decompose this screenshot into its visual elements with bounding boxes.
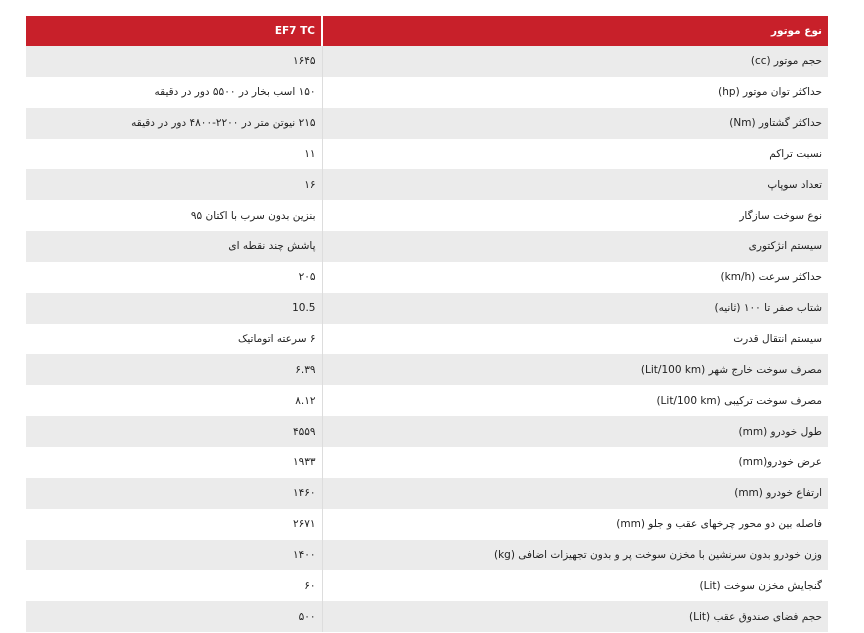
spec-label: حجم موتور (cc) <box>321 46 828 77</box>
spec-value: ۴۵۵۹ <box>26 416 322 447</box>
spec-label: تعداد سوپاپ <box>321 169 828 201</box>
table-row: طول خودرو (mm) ۴۵۵۹ <box>26 416 828 447</box>
spec-value: ۱۴۰۰ <box>26 539 322 571</box>
spec-value: ۱۶۴۵ <box>26 46 322 77</box>
spec-label: نسبت تراکم <box>321 138 828 170</box>
spec-value: ۱۱ <box>26 138 322 170</box>
spec-label: حداکثر گشتاور (Nm) <box>321 107 828 139</box>
table-row: مصرف سوخت ترکیبی (Lit/100 km) ۸.۱۲ <box>26 385 828 417</box>
spec-value: ۲۱۵ نیوتن متر در ۲۲۰۰-۴۸۰۰ دور در دقیقه <box>26 107 322 139</box>
table-row: حجم فضای صندوق عقب (Lit) ۵۰۰ <box>26 601 828 633</box>
table-row: نسبت تراکم ۱۱ <box>26 138 828 170</box>
table-row: شتاب صفر تا ۱۰۰ (ثانیه) 10.5 <box>26 292 828 324</box>
specs-table: نوع موتور EF7 TC حجم موتور (cc) ۱۶۴۵ حداکث… <box>26 16 828 633</box>
spec-label: سیستم انتقال قدرت <box>321 323 828 355</box>
header-value: EF7 TC <box>26 16 322 46</box>
spec-value: ۲۶۷۱ <box>26 508 322 540</box>
spec-value: ۶۰ <box>26 570 322 602</box>
table-row: حداکثر سرعت (km/h) ۲۰۵ <box>26 261 828 293</box>
spec-value: ۶.۳۹ <box>26 354 322 386</box>
spec-label: ارتفاع خودرو (mm) <box>321 477 828 509</box>
spec-label: حداکثر سرعت (km/h) <box>321 261 828 293</box>
table-header-row: نوع موتور EF7 TC <box>26 16 828 46</box>
spec-value: ۶ سرعته اتوماتیک <box>26 323 322 355</box>
spec-value: ۱۶ <box>26 169 322 201</box>
table-row: حداکثر توان موتور (hp) ۱۵۰ اسب بخار در ۵۵… <box>26 76 828 108</box>
spec-value: ۱۹۳۳ <box>26 446 322 478</box>
spec-value: ۸.۱۲ <box>26 385 322 417</box>
table-row: وزن خودرو بدون سرنشین با مخزن سوخت پر و … <box>26 539 828 571</box>
spec-label: فاصله بین دو محور چرخهای عقب و جلو (mm) <box>321 508 828 540</box>
spec-label: طول خودرو (mm) <box>321 416 828 447</box>
spec-value: ۱۴۶۰ <box>26 477 322 509</box>
spec-label: سیستم انژکتوری <box>321 231 828 262</box>
spec-value: ۱۵۰ اسب بخار در ۵۵۰۰ دور در دقیقه <box>26 76 322 108</box>
table-row: ارتفاع خودرو (mm) ۱۴۶۰ <box>26 477 828 509</box>
header-label: نوع موتور <box>321 16 828 46</box>
table-row: گنجایش مخزن سوخت (Lit) ۶۰ <box>26 570 828 602</box>
spec-value: پاشش چند نقطه ای <box>26 231 322 262</box>
table-row: مصرف سوخت خارج شهر (Lit/100 km) ۶.۳۹ <box>26 354 828 386</box>
spec-label: مصرف سوخت خارج شهر (Lit/100 km) <box>321 354 828 386</box>
spec-label: حجم فضای صندوق عقب (Lit) <box>321 601 828 633</box>
table-row: فاصله بین دو محور چرخهای عقب و جلو (mm) ۲… <box>26 508 828 540</box>
table-row: سیستم انژکتوری پاشش چند نقطه ای <box>26 231 828 262</box>
table-row: سیستم انتقال قدرت ۶ سرعته اتوماتیک <box>26 323 828 355</box>
table-row: نوع سوخت سازگار بنزین بدون سرب با اکتان ۹… <box>26 200 828 232</box>
table-row: تعداد سوپاپ ۱۶ <box>26 169 828 201</box>
spec-value: ۵۰۰ <box>26 601 322 633</box>
table-row: حجم موتور (cc) ۱۶۴۵ <box>26 46 828 77</box>
table-row: حداکثر گشتاور (Nm) ۲۱۵ نیوتن متر در ۲۲۰۰-… <box>26 107 828 139</box>
spec-label: شتاب صفر تا ۱۰۰ (ثانیه) <box>321 292 828 324</box>
spec-value: 10.5 <box>26 292 322 324</box>
table-row: عرض خودرو(mm) ۱۹۳۳ <box>26 446 828 478</box>
spec-label: نوع سوخت سازگار <box>321 200 828 232</box>
spec-value: ۲۰۵ <box>26 261 322 293</box>
spec-label: حداکثر توان موتور (hp) <box>321 76 828 108</box>
spec-value: بنزین بدون سرب با اکتان ۹۵ <box>26 200 322 232</box>
spec-label: عرض خودرو(mm) <box>321 446 828 478</box>
spec-label: گنجایش مخزن سوخت (Lit) <box>321 570 828 602</box>
spec-label: مصرف سوخت ترکیبی (Lit/100 km) <box>321 385 828 417</box>
spec-label: وزن خودرو بدون سرنشین با مخزن سوخت پر و … <box>321 539 828 571</box>
